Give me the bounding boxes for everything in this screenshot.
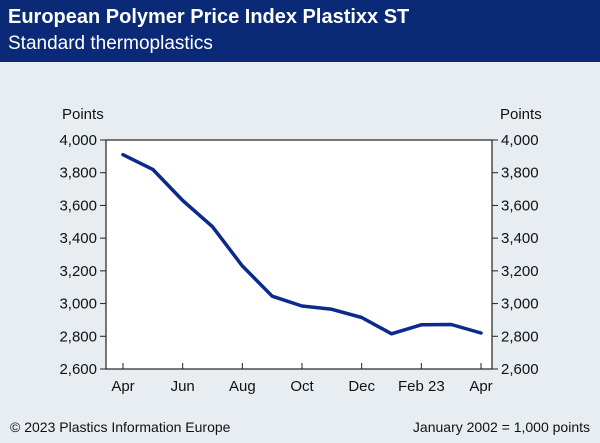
y-tick-label-left: 2,600 (59, 361, 97, 378)
y-tick-label-right: 3,000 (501, 296, 539, 313)
x-tick-label: Apr (469, 378, 492, 395)
chart-area: Points Points 2,600 2,800 3,000 3,200 3,400 3… (0, 62, 600, 412)
chart-title: European Polymer Price Index Plastixx ST (8, 6, 409, 29)
line-chart: Points Points 2,600 2,800 3,000 3,200 3,400 3… (0, 62, 600, 412)
y-axis-label-left: Points (62, 106, 104, 123)
plot-background (106, 140, 492, 369)
y-tick-label-right: 2,600 (501, 361, 539, 378)
y-tick-label-left: 2,800 (59, 328, 97, 345)
chart-subtitle: Standard thermoplastics (8, 33, 213, 55)
x-tick-label: Apr (111, 378, 134, 395)
y-tick-label-left: 3,200 (59, 263, 97, 280)
y-tick-label-right: 3,800 (501, 165, 539, 182)
y-tick-label-left: 4,000 (59, 132, 97, 149)
y-tick-label-right: 3,400 (501, 230, 539, 247)
y-tick-label-left: 3,000 (59, 296, 97, 313)
y-tick-label-left: 3,800 (59, 165, 97, 182)
y-tick-label-right: 3,200 (501, 263, 539, 280)
baseline-note: January 2002 = 1,000 points (413, 419, 590, 435)
x-tick-label: Dec (348, 378, 375, 395)
x-tick-label: Aug (229, 378, 256, 395)
copyright-note: © 2023 Plastics Information Europe (10, 419, 230, 435)
y-tick-label-right: 2,800 (501, 328, 539, 345)
x-tick-label: Oct (290, 378, 314, 395)
y-axis-label-right: Points (500, 106, 542, 123)
x-tick-label: Jun (171, 378, 195, 395)
x-tick-label: Feb 23 (398, 378, 445, 395)
y-tick-label-left: 3,400 (59, 230, 97, 247)
y-tick-label-right: 3,600 (501, 197, 539, 214)
y-tick-label-left: 3,600 (59, 197, 97, 214)
y-tick-label-right: 4,000 (501, 132, 539, 149)
chart-header: European Polymer Price Index Plastixx ST… (0, 0, 600, 62)
